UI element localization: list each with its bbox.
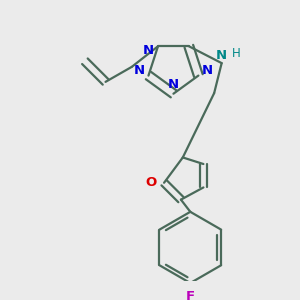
- Text: N: N: [168, 78, 179, 91]
- Text: F: F: [186, 290, 195, 300]
- Text: N: N: [134, 64, 145, 77]
- Text: N: N: [216, 49, 227, 62]
- Text: H: H: [232, 47, 241, 60]
- Text: O: O: [145, 176, 157, 189]
- Text: N: N: [202, 64, 213, 77]
- Text: N: N: [143, 44, 154, 57]
